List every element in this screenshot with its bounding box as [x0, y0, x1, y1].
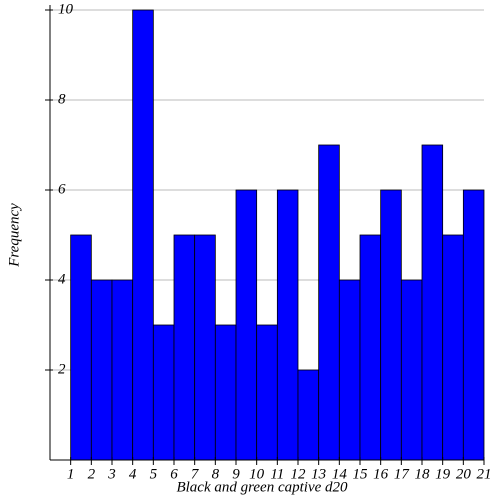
bar [276, 189, 299, 461]
x-tick-label: 17 [394, 466, 411, 482]
bar [111, 279, 134, 461]
bar [297, 369, 320, 461]
bar [173, 234, 196, 461]
bar [421, 144, 444, 461]
bar [462, 189, 485, 461]
y-tick-label: 10 [58, 1, 74, 17]
bar [359, 234, 382, 461]
x-tick-label: 4 [129, 466, 137, 482]
x-tick-label: 10 [249, 466, 265, 482]
bar [256, 324, 278, 461]
x-tick-label: 21 [477, 466, 492, 482]
x-tick-label: 19 [435, 466, 451, 482]
x-axis-label: Black and green captive d20 [176, 479, 348, 495]
x-tick-label: 6 [170, 466, 178, 482]
x-tick-label: 13 [311, 466, 326, 482]
x-tick-label: 12 [291, 466, 307, 482]
y-tick-label: 8 [58, 91, 66, 107]
bar [442, 234, 464, 461]
bar [235, 189, 258, 461]
bar [380, 189, 402, 461]
y-tick-label: 2 [58, 361, 66, 377]
bar [194, 234, 216, 461]
x-tick-label: 18 [415, 466, 431, 482]
x-tick-label: 20 [456, 466, 472, 482]
bar [132, 9, 154, 461]
x-tick-label: 11 [270, 466, 284, 482]
x-tick-label: 16 [373, 466, 389, 482]
x-tick-label: 9 [232, 466, 240, 482]
bar [70, 234, 92, 461]
bar [318, 144, 340, 461]
x-tick-label: 3 [107, 466, 116, 482]
y-tick-label: 4 [58, 271, 66, 287]
bar [400, 279, 423, 461]
x-tick-label: 8 [212, 466, 220, 482]
bar [90, 279, 113, 461]
y-axis-label: Frequency [6, 203, 22, 268]
x-tick-label: 5 [150, 466, 158, 482]
bar [152, 324, 175, 461]
x-tick-label: 2 [88, 466, 96, 482]
x-tick-label: 7 [191, 466, 200, 482]
bar [214, 324, 237, 461]
bar [338, 279, 361, 461]
x-tick-label: 1 [67, 466, 75, 482]
x-tick-label: 15 [353, 466, 369, 482]
x-tick-label: 14 [332, 466, 348, 482]
y-tick-label: 6 [58, 181, 66, 197]
